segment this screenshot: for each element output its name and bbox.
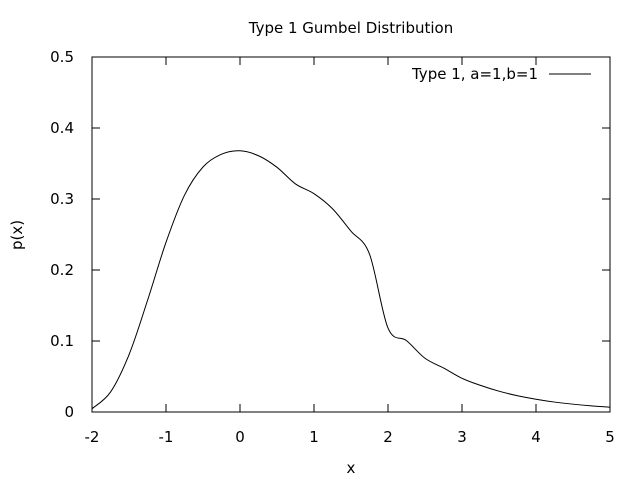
legend: Type 1, a=1,b=1 (411, 65, 591, 83)
x-tick-label: 4 (531, 428, 541, 446)
y-tick-label: 0.3 (50, 190, 74, 208)
series-line (91, 150, 611, 410)
series-layer (91, 150, 611, 410)
y-tick-label: 0.2 (50, 261, 74, 279)
x-tick-label: 5 (605, 428, 615, 446)
plot-frame (91, 56, 611, 413)
x-tick-label: -1 (159, 428, 174, 446)
legend-label: Type 1, a=1,b=1 (411, 65, 538, 83)
x-tick-label: 1 (309, 428, 319, 446)
y-axis-label: p(x) (8, 220, 26, 250)
x-tick-label: -2 (85, 428, 100, 446)
chart-title: Type 1 Gumbel Distribution (248, 19, 453, 37)
x-axis-label: x (347, 459, 356, 477)
y-tick-label: 0.5 (50, 48, 74, 66)
x-tick-label: 2 (383, 428, 393, 446)
y-tick-label: 0.4 (50, 119, 74, 137)
ticks-layer: -2 -1 0 1 2 3 4 5 0 0.1 0.2 0.3 0.4 0.5 (50, 48, 615, 446)
y-tick-label: 0 (64, 403, 74, 421)
x-tick-label: 0 (235, 428, 245, 446)
x-tick-label: 3 (457, 428, 467, 446)
y-tick-label: 0.1 (50, 332, 74, 350)
